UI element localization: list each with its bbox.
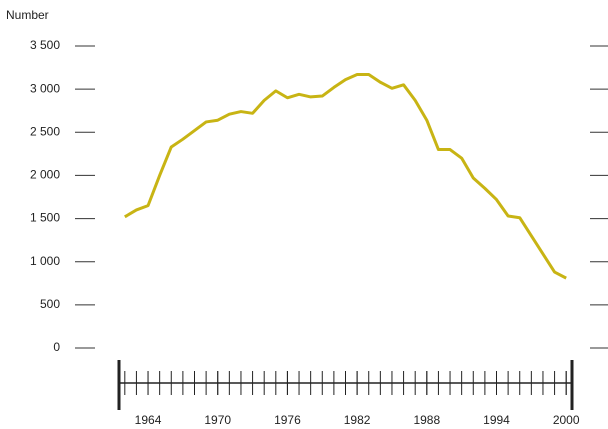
y-tick-label: 500 bbox=[40, 297, 60, 311]
x-tick-label: 1964 bbox=[135, 413, 162, 427]
data-line bbox=[124, 72, 567, 280]
y-tick-label: 1 500 bbox=[30, 211, 60, 225]
x-tick-label: 1970 bbox=[204, 413, 231, 427]
x-tick-label: 1988 bbox=[413, 413, 440, 427]
y-tick-label: 0 bbox=[53, 340, 60, 354]
x-tick-label: 2000 bbox=[553, 413, 580, 427]
y-axis-label: Number bbox=[6, 8, 49, 22]
y-tick-label: 3 500 bbox=[30, 38, 60, 52]
y-tick-label: 2 500 bbox=[30, 124, 60, 138]
y-tick-label: 2 000 bbox=[30, 168, 60, 182]
y-tick-label: 1 000 bbox=[30, 254, 60, 268]
y-tick-label: 3 000 bbox=[30, 81, 60, 95]
x-tick-label: 1982 bbox=[344, 413, 371, 427]
x-tick-label: 1994 bbox=[483, 413, 510, 427]
x-tick-label: 1976 bbox=[274, 413, 301, 427]
